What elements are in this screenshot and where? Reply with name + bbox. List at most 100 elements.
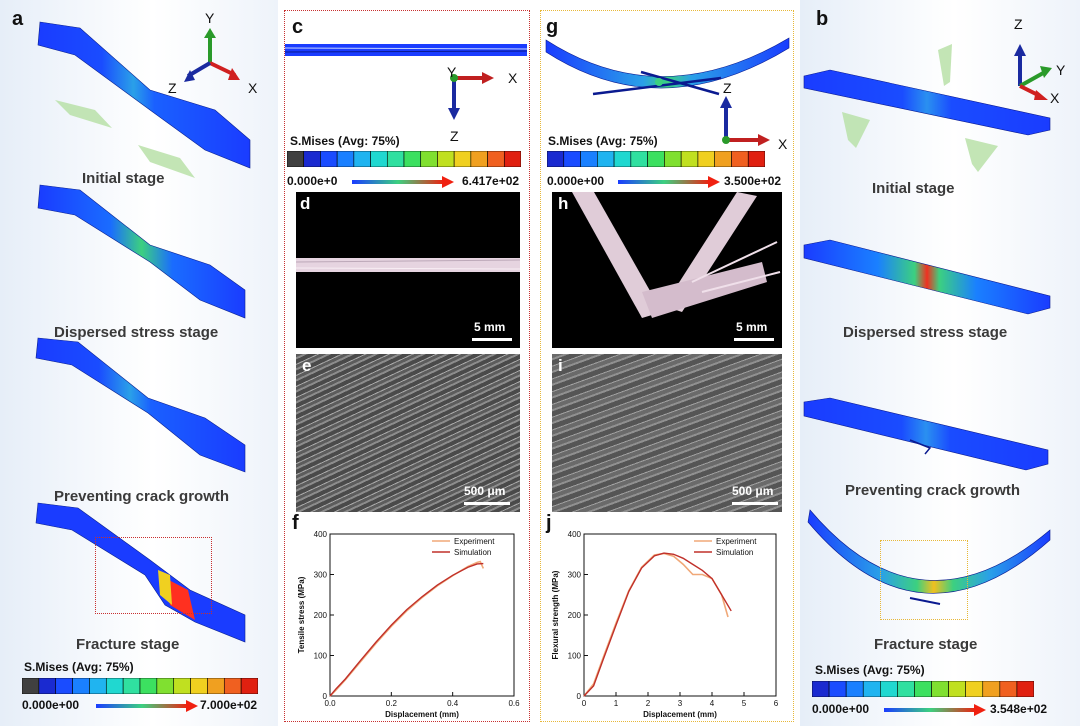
x-tick-label: 5 — [742, 699, 747, 708]
colorbar-band — [547, 151, 565, 167]
colorbar-band — [647, 151, 665, 167]
scale-bar-i — [732, 502, 778, 505]
colorbar-band — [487, 151, 505, 167]
axis-triad-c — [448, 72, 494, 120]
fracture-highlight-box-a — [95, 537, 212, 614]
legend-label: Simulation — [716, 548, 753, 557]
colorbar-band — [287, 151, 305, 167]
colorbar-band — [386, 151, 405, 167]
plot-frame — [583, 533, 777, 697]
colorbar-band — [999, 681, 1018, 697]
colorbar-band — [948, 681, 966, 697]
colorbar-band — [55, 678, 73, 694]
colorbar-band — [403, 151, 422, 167]
dogbone-specimen-fracture — [35, 502, 246, 643]
y-tick-label: 200 — [568, 611, 582, 620]
x-tick-label: 1 — [614, 699, 619, 708]
y-tick-label: 0 — [323, 692, 328, 701]
load-arrow-right-b — [965, 138, 998, 172]
flexural-column-box — [540, 10, 794, 722]
colorbar-g-max: 3.500e+02 — [724, 174, 782, 188]
dogbone-specimen-dispersed — [37, 184, 246, 319]
colorbar-band — [812, 681, 830, 697]
colorbar-c-title: S.Mises (Avg: 75%) — [290, 134, 400, 148]
stage-label-a-initial: Initial stage — [82, 170, 165, 187]
x-tick-label: 0 — [582, 699, 587, 708]
tensile-sem-image: e 500 μm — [296, 354, 520, 512]
colorbar-band — [931, 681, 949, 697]
colorbar-band — [613, 151, 632, 167]
colorbar-a-title: S.Mises (Avg: 75%) — [24, 660, 134, 674]
x-tick-label: 0.4 — [447, 699, 459, 708]
axis-label-x-b: X — [1050, 90, 1060, 106]
colorbar-band — [714, 151, 732, 167]
axis-label-x-a: X — [248, 80, 258, 96]
colorbar-a-max: 7.000e+02 — [200, 698, 258, 712]
stage-label-a-preventing: Preventing crack growth — [54, 488, 230, 505]
x-axis-label: Displacement (mm) — [385, 710, 459, 719]
y-axis-label: Tensile stress (MPa) — [297, 576, 306, 653]
colorbar-g-title: S.Mises (Avg: 75%) — [548, 134, 658, 148]
x-tick-label: 2 — [646, 699, 651, 708]
scale-bar-d-label: 5 mm — [474, 320, 506, 334]
colorbar-band — [862, 681, 881, 697]
legend-label: Experiment — [454, 537, 495, 546]
flexural-sem-image: i 500 μm — [552, 354, 782, 512]
scale-bar-h-label: 5 mm — [736, 320, 768, 334]
colorbar-band — [190, 678, 208, 694]
panel-label-e: e — [302, 356, 312, 375]
scale-bar-i-label: 500 μm — [732, 484, 774, 498]
y-tick-label: 400 — [314, 530, 328, 539]
colorbar-b-title: S.Mises (Avg: 75%) — [815, 663, 925, 677]
colorbar-g-legend — [547, 151, 765, 167]
axis-label-z-b: Z — [1014, 16, 1023, 32]
colorbar-b-arrow — [884, 704, 986, 716]
colorbar-c-min: 0.000e+0 — [287, 174, 338, 188]
x-tick-label: 0.0 — [324, 699, 336, 708]
axis-label-y-b: Y — [1056, 62, 1066, 78]
axis-triad-b — [1014, 44, 1052, 100]
colorbar-band — [731, 151, 749, 167]
colorbar-band — [453, 151, 472, 167]
colorbar-band — [89, 678, 107, 694]
axis-label-z-a: Z — [168, 80, 177, 96]
plate-specimen-dispersed — [803, 239, 1051, 315]
panel-label-j: j — [546, 512, 552, 534]
panel-label-d: d — [300, 194, 311, 213]
colorbar-band — [1016, 681, 1034, 697]
panel-label-c: c — [292, 16, 304, 38]
y-tick-label: 300 — [568, 571, 582, 580]
y-tick-label: 400 — [568, 530, 582, 539]
x-tick-label: 6 — [774, 699, 779, 708]
scale-bar-d — [472, 338, 512, 341]
scale-bar-e-label: 500 μm — [464, 484, 506, 498]
scale-bar-e — [464, 502, 510, 505]
fracture-highlight-box-b — [880, 540, 968, 620]
series-line-simulation — [329, 562, 484, 697]
colorbar-band — [223, 678, 242, 694]
load-arrow-left-b — [842, 112, 870, 148]
panel-label-h: h — [558, 194, 569, 213]
colorbar-band — [897, 681, 915, 697]
axis-label-z-c: Z — [450, 128, 459, 144]
colorbar-c-arrow — [352, 176, 454, 188]
colorbar-c-max: 6.417e+02 — [462, 174, 520, 188]
y-tick-label: 300 — [314, 571, 328, 580]
x-axis-label: Displacement (mm) — [643, 710, 717, 719]
y-tick-label: 0 — [577, 692, 582, 701]
colorbar-band — [914, 681, 932, 697]
colorbar-c-legend — [287, 151, 521, 167]
load-arrow-top — [938, 44, 952, 86]
stage-label-b-dispersed: Dispersed stress stage — [843, 324, 1008, 341]
colorbar-band — [828, 681, 847, 697]
colorbar-band — [880, 681, 898, 697]
panel-label-f: f — [292, 512, 299, 534]
x-tick-label: 4 — [710, 699, 715, 708]
legend-label: Experiment — [716, 537, 757, 546]
colorbar-band — [353, 151, 371, 167]
colorbar-band — [420, 151, 438, 167]
dogbone-specimen-initial — [37, 21, 251, 169]
colorbar-band — [122, 678, 141, 694]
load-arrow-left — [55, 100, 112, 128]
colorbar-band — [105, 678, 124, 694]
